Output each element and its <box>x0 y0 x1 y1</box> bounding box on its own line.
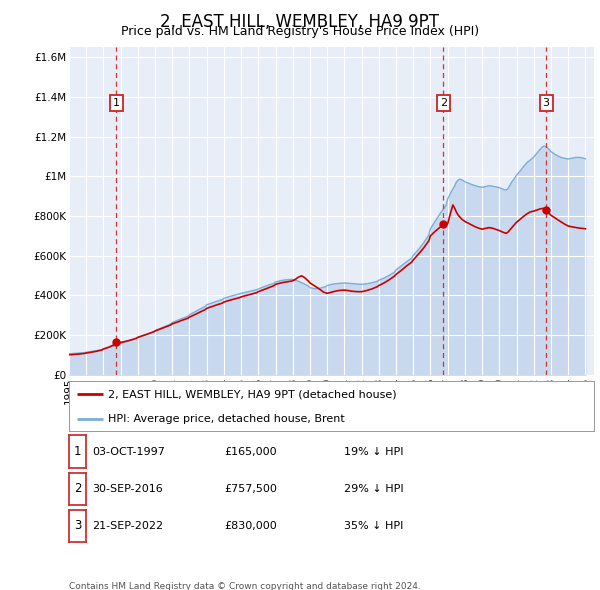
Text: 03-OCT-1997: 03-OCT-1997 <box>92 447 164 457</box>
Text: 2, EAST HILL, WEMBLEY, HA9 9PT (detached house): 2, EAST HILL, WEMBLEY, HA9 9PT (detached… <box>109 389 397 399</box>
Text: Contains HM Land Registry data © Crown copyright and database right 2024.
This d: Contains HM Land Registry data © Crown c… <box>69 582 421 590</box>
Text: £757,500: £757,500 <box>224 484 277 494</box>
Text: 29% ↓ HPI: 29% ↓ HPI <box>344 484 403 494</box>
Text: 2, EAST HILL, WEMBLEY, HA9 9PT: 2, EAST HILL, WEMBLEY, HA9 9PT <box>161 13 439 31</box>
Text: 2: 2 <box>74 482 81 496</box>
Text: 3: 3 <box>74 519 81 533</box>
Text: 3: 3 <box>542 98 550 108</box>
Text: 1: 1 <box>113 98 120 108</box>
Text: £165,000: £165,000 <box>224 447 277 457</box>
Text: HPI: Average price, detached house, Brent: HPI: Average price, detached house, Bren… <box>109 414 345 424</box>
Text: £830,000: £830,000 <box>224 521 277 531</box>
Text: Price paid vs. HM Land Registry's House Price Index (HPI): Price paid vs. HM Land Registry's House … <box>121 25 479 38</box>
Text: 19% ↓ HPI: 19% ↓ HPI <box>344 447 403 457</box>
Text: 21-SEP-2022: 21-SEP-2022 <box>92 521 163 531</box>
Text: 30-SEP-2016: 30-SEP-2016 <box>92 484 163 494</box>
Text: 1: 1 <box>74 445 81 458</box>
Text: 35% ↓ HPI: 35% ↓ HPI <box>344 521 403 531</box>
Text: 2: 2 <box>440 98 447 108</box>
